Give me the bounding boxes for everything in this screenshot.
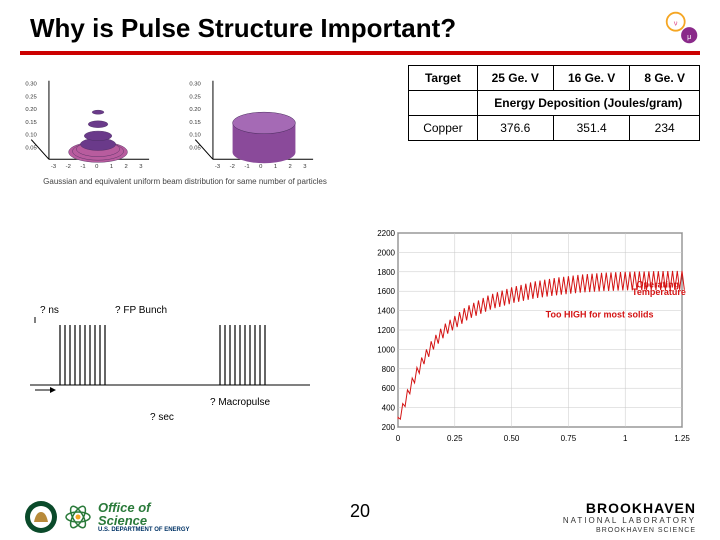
svg-text:0.30: 0.30 (25, 82, 37, 88)
svg-text:0.05: 0.05 (189, 145, 201, 151)
svg-text:1600: 1600 (377, 287, 395, 296)
footer: Office of Science U.S. DEPARTMENT OF ENE… (0, 500, 720, 534)
doe-seal-icon (24, 500, 58, 534)
office-text: Office of Science U.S. DEPARTMENT OF ENE… (98, 501, 190, 533)
svg-text:3: 3 (139, 164, 143, 170)
bnl-sci: BROOKHAVEN SCIENCE (563, 527, 696, 534)
svg-text:1000: 1000 (377, 345, 395, 354)
svg-text:0.25: 0.25 (25, 94, 37, 100)
cell-8: 234 (630, 116, 700, 141)
doe-line: U.S. DEPARTMENT OF ENERGY (98, 527, 190, 533)
svg-text:800: 800 (382, 365, 396, 374)
svg-text:2: 2 (289, 164, 292, 170)
svg-text:0.50: 0.50 (504, 434, 520, 443)
svg-text:1: 1 (110, 164, 113, 170)
svg-text:0.20: 0.20 (25, 107, 37, 113)
svg-text:0.25: 0.25 (189, 94, 201, 100)
header-target: Target (409, 66, 477, 91)
svg-text:2200: 2200 (377, 229, 395, 238)
svg-text:0.25: 0.25 (447, 434, 463, 443)
svg-text:? Macropulse: ? Macropulse (210, 397, 270, 408)
svg-text:0.10: 0.10 (189, 133, 201, 139)
span-cell-blank (409, 91, 477, 116)
office-line2: Science (98, 514, 190, 527)
svg-text:-2: -2 (230, 164, 235, 170)
office-of-science-logo: Office of Science U.S. DEPARTMENT OF ENE… (24, 500, 190, 534)
gaussian-3d-plot: 0.30 0.25 0.20 0.15 0.10 0.05 -3 -2 -1 0 1 2 3 (20, 65, 180, 175)
svg-text:0: 0 (259, 164, 263, 170)
uniform-3d-plot: 0.30 0.25 0.20 0.15 0.10 0.05 -3 -2 -1 0 1 2 3 (184, 65, 344, 175)
svg-text:2: 2 (125, 164, 128, 170)
energy-table: Target 25 Ge. V 16 Ge. V 8 Ge. V Energy … (408, 65, 700, 141)
svg-text:0.10: 0.10 (25, 133, 37, 139)
svg-text:-1: -1 (244, 164, 249, 170)
svg-text:μ: μ (687, 32, 691, 41)
table-span-row: Energy Deposition (Joules/gram) (409, 91, 700, 116)
cell-25: 376.6 (477, 116, 553, 141)
header-8gev: 8 Ge. V (630, 66, 700, 91)
svg-text:400: 400 (382, 404, 396, 413)
span-cell: Energy Deposition (Joules/gram) (477, 91, 699, 116)
pulse-structure-plot: ? ns ? FP Bunch ? Macropulse ? sec (20, 265, 320, 425)
svg-text:0.75: 0.75 (561, 434, 577, 443)
svg-text:0.15: 0.15 (189, 120, 201, 126)
beam-plots: 0.300.250.200.150.100.05-3-2-10123 0.300… (20, 65, 350, 186)
svg-text:-3: -3 (215, 164, 221, 170)
svg-text:1200: 1200 (377, 326, 395, 335)
beam-caption: Gaussian and equivalent uniform beam dis… (20, 177, 350, 186)
svg-text:Temperature: Temperature (632, 287, 686, 297)
svg-text:? ns: ? ns (40, 305, 59, 316)
svg-text:-3: -3 (51, 164, 57, 170)
svg-text:-2: -2 (66, 164, 71, 170)
title-rule (20, 51, 700, 55)
svg-text:1: 1 (274, 164, 277, 170)
svg-text:-1: -1 (80, 164, 85, 170)
svg-text:1.25: 1.25 (674, 434, 690, 443)
svg-text:0.05: 0.05 (25, 145, 37, 151)
title-row: Why is Pulse Structure Important? ν μ (0, 0, 720, 51)
header-16gev: 16 Ge. V (553, 66, 629, 91)
svg-text:2000: 2000 (377, 248, 395, 257)
svg-text:200: 200 (382, 423, 396, 432)
header-25gev: 25 Ge. V (477, 66, 553, 91)
svg-text:0.15: 0.15 (25, 120, 37, 126)
svg-text:0: 0 (396, 434, 401, 443)
bnl-name: BROOKHAVEN (563, 500, 696, 516)
table-header-row: Target 25 Ge. V 16 Ge. V 8 Ge. V (409, 66, 700, 91)
svg-text:? sec: ? sec (150, 412, 174, 423)
table-row: Copper 376.6 351.4 234 (409, 116, 700, 141)
atom-icon (64, 503, 92, 531)
svg-text:? FP Bunch: ? FP Bunch (115, 305, 167, 316)
svg-text:ν: ν (674, 18, 678, 27)
temperature-plot: 200 400 600 800 1000 1200 1400 1600 1800 2000 2200… (360, 225, 690, 445)
svg-text:0.20: 0.20 (189, 107, 201, 113)
cell-16: 351.4 (553, 116, 629, 141)
svg-text:0.30: 0.30 (189, 82, 201, 88)
svg-text:3: 3 (303, 164, 307, 170)
slide: Why is Pulse Structure Important? ν μ 0.… (0, 0, 720, 540)
svg-text:0: 0 (95, 164, 99, 170)
svg-text:Too HIGH for most solids: Too HIGH for most solids (546, 309, 654, 319)
svg-text:600: 600 (382, 384, 396, 393)
brookhaven-logo: BROOKHAVEN NATIONAL LABORATORY BROOKHAVE… (563, 500, 696, 534)
svg-text:1400: 1400 (377, 307, 395, 316)
slide-title: Why is Pulse Structure Important? (30, 13, 456, 44)
svg-text:1800: 1800 (377, 268, 395, 277)
bnl-sub: NATIONAL LABORATORY (563, 516, 696, 525)
corner-logo-icon: ν μ (664, 10, 700, 46)
cell-material: Copper (409, 116, 477, 141)
svg-text:1: 1 (623, 434, 628, 443)
